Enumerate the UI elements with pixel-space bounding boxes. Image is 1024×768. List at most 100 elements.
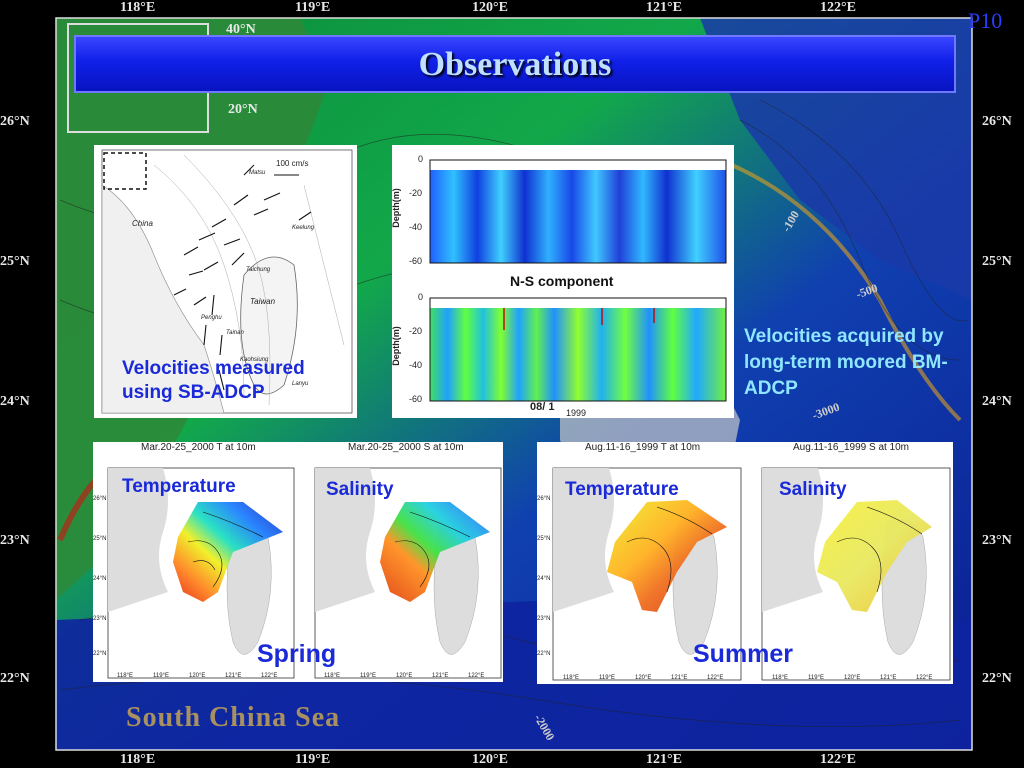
bm-adcp-caption: Velocities acquired by long-term moored … — [744, 326, 948, 399]
summer-right-lon-122: 122°E — [916, 675, 933, 681]
summer-temperature-label: Temperature — [565, 479, 679, 500]
summer-left-lon-121: 121°E — [671, 675, 688, 681]
top-depth-tick-0: 0 — [418, 154, 424, 164]
map-label-taiwan: Taiwan — [250, 297, 276, 306]
summer-right-lon-118: 118°E — [772, 675, 788, 681]
spring-left-lat-25: 25°N — [93, 536, 107, 542]
summer-right-lon-120: 120°E — [844, 675, 861, 681]
summer-left-lon-119: 119°E — [599, 675, 615, 681]
summer-right-title: Aug.11-16_1999 S at 10m — [793, 442, 910, 453]
spring-left-lon-119: 119°E — [153, 673, 169, 679]
spring-temperature-label: Temperature — [122, 476, 236, 497]
right-lat-label-22: 22°N — [982, 671, 1012, 686]
right-lat-label-26: 26°N — [982, 114, 1012, 129]
right-lat-label-24: 24°N — [982, 394, 1012, 409]
spring-right-lon-120: 120°E — [396, 673, 413, 679]
summer-left-lat-22: 22°N — [537, 651, 551, 657]
ns-component-label: N-S component — [510, 273, 614, 289]
left-lat-label-23: 23°N — [0, 533, 30, 548]
bottom-lon-label-120: 120°E — [472, 752, 508, 767]
right-lat-label-23: 23°N — [982, 533, 1012, 548]
spring-left-lon-118: 118°E — [117, 673, 133, 679]
left-lat-label-25: 25°N — [0, 254, 30, 269]
top-depth-tick-40: -40 — [409, 222, 423, 232]
top-lon-label-122: 122°E — [820, 0, 856, 15]
summer-left-title: Aug.11-16_1999 T at 10m — [585, 442, 701, 453]
top-depth-tick-20: -20 — [409, 188, 423, 198]
map-label-china: China — [132, 219, 153, 228]
left-lat-label-26: 26°N — [0, 114, 30, 129]
left-lat-label-22: 22°N — [0, 671, 30, 686]
top-depth-tick-60: -60 — [409, 256, 423, 266]
summer-left-lat-23: 23°N — [537, 616, 551, 622]
map-label-taichung: Taichung — [246, 267, 271, 273]
sb-adcp-panel: 100 cm/s China Taiwan Taichung Keelung M… — [94, 145, 357, 418]
bottom-lon-label-118: 118°E — [120, 752, 156, 767]
map-label-penghu: Penghu — [201, 315, 222, 321]
spring-left-lat-26: 26°N — [93, 496, 107, 502]
inset-lat-20: 20°N — [228, 102, 258, 117]
top-ylabel: Depth(m) — [392, 188, 401, 228]
top-lon-label-119: 119°E — [295, 0, 331, 15]
left-lat-label-24: 24°N — [0, 394, 30, 409]
scale-label: 100 cm/s — [276, 159, 309, 168]
spring-left-lat-23: 23°N — [93, 616, 107, 622]
bottom-depth-tick-40: -40 — [409, 360, 423, 370]
bottom-lon-label-119: 119°E — [295, 752, 331, 767]
bottom-depth-tick-0: 0 — [418, 292, 424, 302]
summer-left-lon-122: 122°E — [707, 675, 724, 681]
slide-number: P10 — [968, 8, 1003, 33]
spring-right-lon-121: 121°E — [432, 673, 449, 679]
summer-panel: Aug.11-16_1999 T at 10m Aug.11-16_1999 S… — [537, 442, 953, 684]
spring-right-title: Mar.20-25_2000 S at 10m — [348, 442, 464, 453]
bottom-depth-tick-60: -60 — [409, 394, 423, 404]
bottom-lon-label-122: 122°E — [820, 752, 856, 767]
summer-left-lon-120: 120°E — [635, 675, 652, 681]
spring-maps — [107, 467, 502, 679]
spring-salinity-label: Salinity — [326, 479, 394, 500]
time-label: 08/ 1 — [530, 401, 555, 413]
sea-label: South China Sea — [126, 702, 341, 733]
bottom-ylabel: Depth(m) — [392, 326, 401, 366]
spring-panel: Mar.20-25_2000 T at 10m Mar.20-25_2000 S… — [93, 442, 503, 682]
summer-right-lon-119: 119°E — [808, 675, 824, 681]
title-banner: Observations — [74, 35, 956, 93]
bottom-lon-label-121: 121°E — [646, 752, 682, 767]
summer-salinity-label: Salinity — [779, 479, 847, 500]
top-lon-label-121: 121°E — [646, 0, 682, 15]
sb-adcp-vector-map — [94, 145, 357, 418]
top-lon-label-120: 120°E — [472, 0, 508, 15]
spring-left-lon-120: 120°E — [189, 673, 206, 679]
map-label-lanyu: Lanyu — [292, 381, 309, 387]
map-label-keelung: Keelung — [292, 225, 315, 231]
spring-left-lat-24: 24°N — [93, 576, 107, 582]
year-label: 1999 — [566, 408, 587, 418]
bm-adcp-panel: N-S component Depth(m) Depth(m) 0 -20 -4… — [392, 145, 734, 418]
slide-title: Observations — [418, 46, 612, 83]
spring-left-title: Mar.20-25_2000 T at 10m — [141, 442, 256, 453]
map-label-kaohsiung: Kaohsiung — [240, 357, 269, 363]
inset-lat-40: 40°N — [226, 22, 256, 37]
summer-right-lon-121: 121°E — [880, 675, 897, 681]
spring-right-lon-118: 118°E — [324, 673, 340, 679]
spring-season-label: Spring — [257, 640, 337, 668]
summer-left-lat-25: 25°N — [537, 536, 551, 542]
sb-adcp-caption: Velocities measured using SB-ADCP — [122, 358, 305, 403]
summer-maps — [552, 467, 951, 681]
spring-left-lat-22: 22°N — [93, 651, 107, 657]
spring-left-lon-121: 121°E — [225, 673, 242, 679]
summer-left-lon-118: 118°E — [563, 675, 579, 681]
spring-right-lon-122: 122°E — [468, 673, 485, 679]
spring-right-lon-119: 119°E — [360, 673, 376, 679]
right-lat-label-25: 25°N — [982, 254, 1012, 269]
bm-adcp-time-series — [429, 159, 727, 402]
top-lon-label-118: 118°E — [120, 0, 156, 15]
summer-season-label: Summer — [693, 640, 794, 668]
spring-left-lon-122: 122°E — [261, 673, 278, 679]
bottom-depth-tick-20: -20 — [409, 326, 423, 336]
summer-left-lat-24: 24°N — [537, 576, 551, 582]
map-label-tainan: Tainan — [226, 330, 244, 336]
summer-left-lat-26: 26°N — [537, 496, 551, 502]
map-label-matsu: Matsu — [249, 170, 266, 176]
